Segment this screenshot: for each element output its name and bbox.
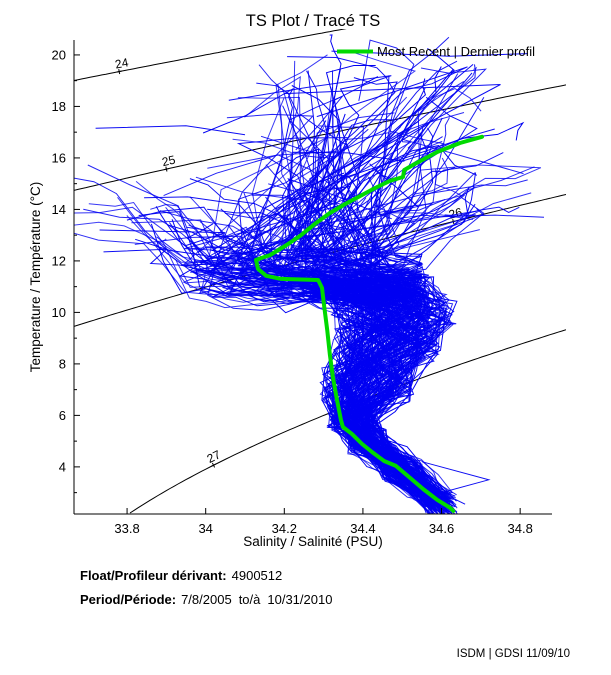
contour-label-group: 24 (114, 55, 130, 75)
y-tick-label: 18 (52, 99, 66, 114)
contour-label: 27 (205, 447, 223, 466)
y-tick-label: 16 (52, 150, 66, 165)
y-tick-label: 4 (59, 459, 66, 474)
period-label: Period/Période: (80, 592, 177, 607)
profile-line (222, 214, 476, 507)
y-tick-label: 12 (52, 253, 66, 268)
y-axis-label: Temperature / Température (°C) (28, 182, 43, 372)
y-tick-label: 20 (52, 47, 66, 62)
period-to: 10/31/2010 (267, 592, 333, 607)
float-value: 4900512 (231, 568, 283, 583)
period-from: 7/8/2005 (181, 592, 232, 607)
x-tick-label: 33.8 (114, 521, 139, 536)
profile-line (296, 256, 433, 495)
contour-line (74, 29, 347, 81)
profile-line (343, 185, 458, 503)
stray-profile-line (95, 125, 246, 136)
x-tick-label: 34.8 (508, 521, 533, 536)
float-id-line: Float/Profileur dérivant: 4900512 (80, 568, 282, 583)
contour-label-group: 25 (161, 153, 177, 172)
profile-line (150, 223, 439, 506)
contour-label: 24 (114, 55, 130, 71)
profile-line (306, 222, 451, 500)
float-label: Float/Profileur dérivant: (80, 568, 227, 583)
x-axis-label: Salinity / Salinité (PSU) (243, 534, 383, 549)
profile-line (244, 76, 445, 514)
legend-label: Most Recent | Dernier profil (377, 44, 535, 59)
profile-line (248, 149, 432, 513)
plot-title: TS Plot / Tracé TS (246, 12, 381, 30)
contour-label-marker (211, 462, 216, 468)
profile-line (238, 66, 468, 510)
profile-line (275, 54, 442, 506)
historical-profiles (74, 34, 545, 514)
most-recent-profile-line (254, 134, 484, 513)
x-tick-label: 34 (198, 521, 212, 536)
contour-label-group: 27 (205, 447, 223, 468)
x-tick-label: 34.4 (350, 521, 375, 536)
axes: 33.8 34 34.2 34.4 34.6 34.8 4 6 8 10 12 14 16 18 20 (52, 40, 552, 536)
profile-line (317, 96, 485, 513)
y-tick-label: 8 (59, 356, 66, 371)
y-tick-label: 6 (59, 408, 66, 423)
legend: Most Recent | Dernier profil (337, 44, 535, 59)
profile-line (138, 211, 450, 503)
x-tick-label: 34.6 (429, 521, 454, 536)
profile-line (255, 70, 433, 494)
contour-label-marker (165, 166, 168, 172)
contour-label-marker (118, 69, 121, 75)
profile-line (283, 112, 449, 494)
profile-line (322, 76, 450, 514)
x-tick-label: 34.2 (272, 521, 297, 536)
y-tick-label: 10 (52, 305, 66, 320)
contour-line (74, 84, 566, 191)
credit-line: ISDM | GDSI 11/09/10 (456, 648, 570, 660)
period-line: Period/Période: 7/8/2005 to/à 10/31/2010 (80, 592, 332, 607)
contour-label: 25 (161, 153, 177, 170)
y-tick-label: 14 (52, 202, 66, 217)
period-to-word: to/à (238, 592, 261, 607)
profile-line (323, 117, 450, 509)
